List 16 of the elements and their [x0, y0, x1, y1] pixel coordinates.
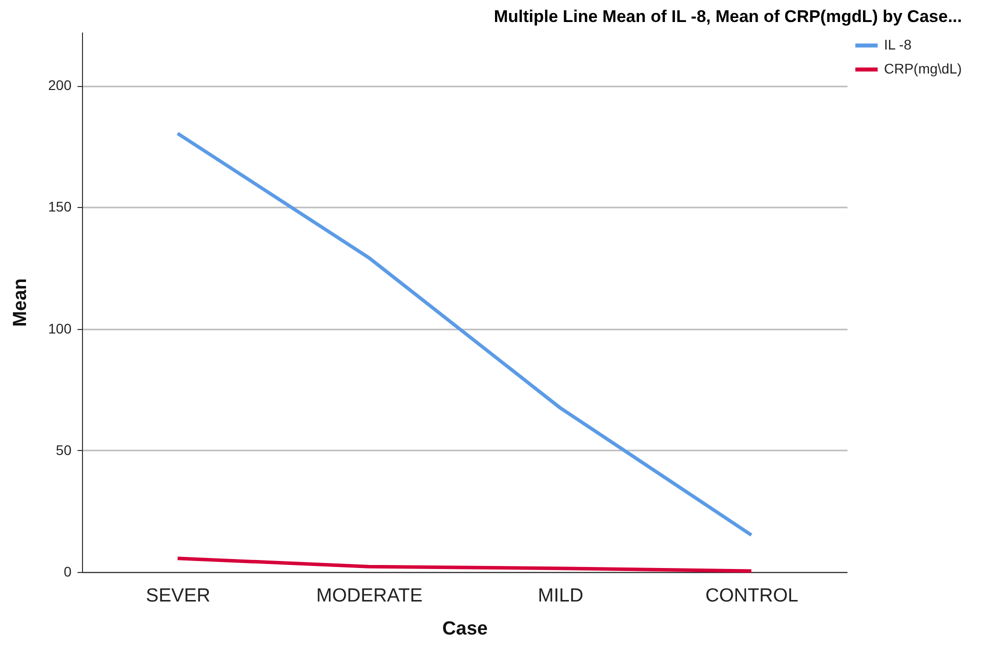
x-axis-title: Case: [442, 618, 488, 640]
y-tick-label: 100: [48, 320, 72, 336]
y-tick-label: 150: [48, 198, 72, 215]
y-axis-title: Mean: [10, 278, 32, 327]
x-tick-label: SEVER: [146, 586, 210, 606]
x-tick-label: MODERATE: [316, 586, 423, 606]
chart-title: Multiple Line Mean of IL -8, Mean of CRP(mgdL) by Case...: [494, 7, 962, 26]
line-series: [176, 556, 754, 573]
legend-label: IL -8: [884, 36, 912, 52]
y-tick-label: 50: [56, 442, 72, 458]
x-tick-label: CONTROL: [705, 586, 798, 606]
y-tick-label: 0: [64, 564, 72, 580]
x-tick-label: MILD: [538, 586, 584, 606]
y-tick-label: 200: [48, 77, 72, 94]
line-series: [176, 132, 754, 537]
legend-label: CRP(mg\dL): [884, 60, 962, 76]
